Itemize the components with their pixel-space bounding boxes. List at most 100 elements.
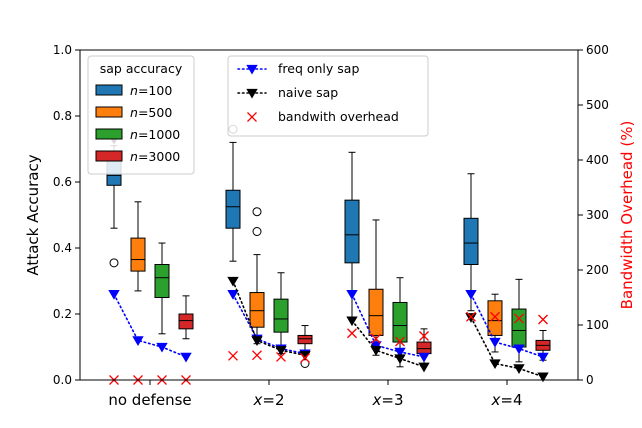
legend-entry-label: bandwith overhead — [278, 109, 399, 124]
series-marker-1 — [394, 354, 406, 365]
overhead-marker — [347, 328, 357, 339]
box-0-1 — [225, 124, 241, 262]
series-line-1 — [351, 319, 425, 368]
x-tick-label-part: x — [490, 391, 500, 409]
box-2-1 — [273, 272, 289, 355]
overhead-marker-stroke — [490, 311, 500, 322]
series-marker-0 — [227, 290, 239, 300]
plot-data — [106, 124, 551, 385]
series-marker-0 — [537, 352, 549, 363]
overhead-marker-stroke — [252, 350, 262, 361]
series-marker-1 — [513, 364, 525, 374]
y-left-tick-label: 0.0 — [53, 373, 72, 387]
axes: 0.0 0.2 0.4 0.6 0.8 1.0 0 100 200 300 400 500 600 no … — [24, 43, 636, 409]
box-body — [344, 199, 360, 264]
series-marker-1 — [418, 362, 430, 373]
series-marker-1 — [465, 313, 477, 323]
legend-entry-label: n=1000 — [130, 127, 180, 142]
legend-entry-label: n=3000 — [130, 149, 180, 164]
box-1-3 — [487, 293, 503, 353]
overhead-marker — [371, 333, 381, 344]
box-body — [511, 308, 527, 348]
y-right-tick-label: 300 — [586, 208, 609, 222]
legend-entry-label-part: n — [130, 127, 138, 142]
box-1-0 — [130, 201, 146, 292]
y-right-tick-label: 600 — [586, 43, 609, 57]
series-marker-0 — [132, 336, 144, 346]
x-tick-label-part: x — [252, 391, 262, 409]
series-marker-0 — [370, 341, 382, 351]
legend-entry-label-part: =3000 — [138, 149, 180, 164]
box-flier — [109, 258, 119, 268]
box-body — [368, 288, 384, 336]
legend-entry-label-part: n — [130, 83, 138, 98]
overhead-marker-stroke — [395, 336, 405, 347]
box-body — [154, 264, 170, 298]
box-body — [297, 334, 313, 345]
box-body — [416, 341, 432, 355]
series-marker-1 — [275, 346, 287, 356]
legend-entry-label-part: =500 — [138, 105, 172, 120]
overhead-marker-stroke — [276, 351, 286, 362]
overhead-marker — [514, 313, 524, 324]
box-body — [225, 189, 241, 229]
box-1-2 — [368, 219, 384, 356]
y-left-tick-label: 0.2 — [53, 307, 72, 321]
legend-title: sap accuracy — [100, 61, 183, 76]
overhead-marker — [419, 331, 429, 341]
legend-swatch — [95, 150, 123, 162]
box-0-3 — [463, 173, 479, 312]
x-tick-label-part: x — [371, 391, 381, 409]
overhead-marker-stroke — [419, 331, 429, 341]
overhead-marker — [395, 336, 405, 347]
x-tick-label-part: =3 — [381, 391, 403, 409]
y-left-tick-label: 0.8 — [53, 109, 72, 123]
overhead-marker-stroke — [371, 333, 381, 344]
series-marker-1 — [489, 359, 501, 370]
x-tick-label: x=3 — [371, 391, 403, 409]
y-right-axis-title: Bandwidth Overhead (%) — [618, 121, 636, 310]
series-line-0 — [113, 293, 187, 358]
box-body — [130, 237, 146, 272]
x-tick-label-part: no defense — [108, 391, 191, 409]
x-tick-label: x=4 — [490, 391, 522, 409]
overhead-marker — [252, 350, 262, 361]
y-left-tick-label: 0.6 — [53, 175, 72, 189]
overhead-marker-stroke — [538, 314, 548, 325]
box-body — [487, 300, 503, 336]
box-body — [392, 301, 408, 343]
legend-swatch — [95, 128, 123, 140]
series-marker-1 — [227, 276, 239, 287]
legend-entry-label-part: =1000 — [138, 127, 180, 142]
y-right-tick-label: 400 — [586, 153, 609, 167]
box-flier — [252, 207, 262, 217]
overhead-marker-stroke — [347, 328, 357, 339]
legend-x-marker-stroke — [247, 112, 257, 122]
series-line-0 — [232, 293, 306, 355]
y-right-tick-label: 100 — [586, 318, 609, 332]
y-right-tick-label: 200 — [586, 263, 609, 277]
y-right-tick-label: 0 — [586, 373, 594, 387]
x-tick-label: x=2 — [252, 391, 284, 409]
series-marker-0 — [108, 290, 120, 300]
legend-entry-label-part: n — [130, 105, 138, 120]
box-body — [178, 313, 194, 330]
overhead-marker-stroke — [300, 353, 310, 363]
series-marker-0 — [156, 342, 168, 353]
overhead-marker — [228, 350, 238, 361]
legend-line-marker — [246, 64, 258, 75]
legend-entry-label: freq only sap — [278, 61, 359, 76]
series-marker-0 — [418, 352, 430, 363]
legend-line-marker — [246, 88, 258, 99]
x-tick-label-part: =4 — [500, 391, 522, 409]
box-3-1 — [297, 325, 313, 368]
y-left-tick-label: 0.4 — [53, 241, 72, 255]
box-body — [273, 298, 289, 333]
series-marker-0 — [465, 290, 477, 300]
y-right-tick-label: 500 — [586, 98, 609, 112]
overhead-marker — [466, 311, 476, 322]
overhead-marker-stroke — [514, 313, 524, 324]
box-3-0 — [178, 295, 194, 340]
